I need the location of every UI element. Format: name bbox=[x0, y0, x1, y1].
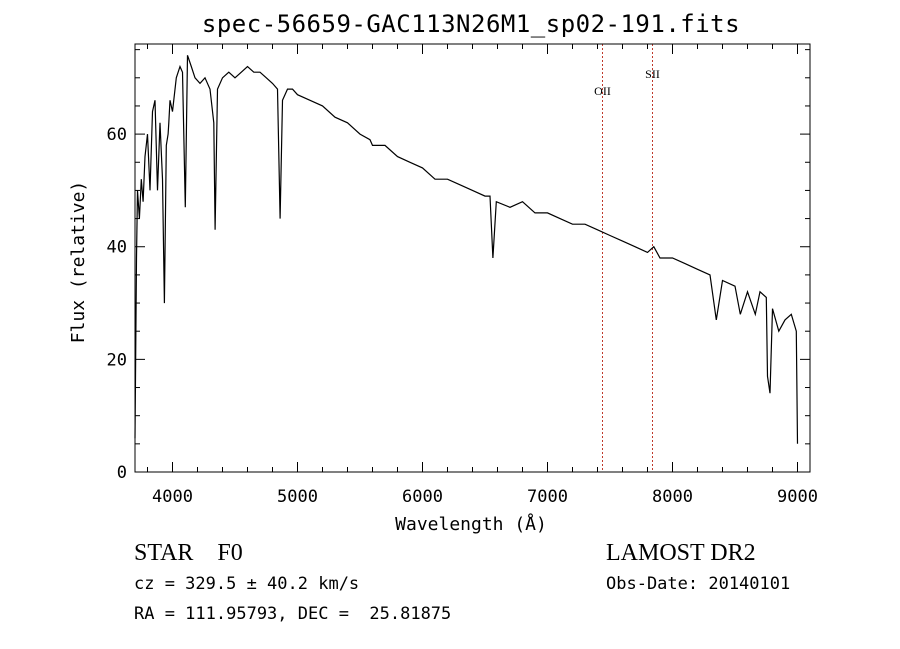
observation-date: Obs-Date: 20140101 bbox=[606, 574, 791, 594]
redshift-cz: cz = 329.5 ± 40.2 km/s bbox=[134, 574, 360, 594]
x-tick-label: 7000 bbox=[527, 487, 568, 507]
survey-name: LAMOST DR2 bbox=[606, 540, 756, 566]
x-tick-label: 9000 bbox=[777, 487, 818, 507]
x-tick-label: 6000 bbox=[402, 487, 443, 507]
x-tick-label: 5000 bbox=[277, 487, 318, 507]
y-tick-label: 0 bbox=[117, 463, 127, 483]
line-label-oii: OII bbox=[594, 84, 611, 98]
y-tick-label: 40 bbox=[107, 238, 127, 258]
emission-line-markers: OII SII bbox=[594, 44, 660, 472]
y-axis-ticks: 0 20 40 60 bbox=[107, 49, 810, 483]
y-axis-label: Flux (relative) bbox=[68, 181, 89, 344]
x-tick-label: 4000 bbox=[152, 487, 193, 507]
y-tick-label: 20 bbox=[107, 350, 127, 370]
line-label-sii: SII bbox=[645, 67, 660, 81]
ra-dec-coordinates: RA = 111.95793, DEC = 25.81875 bbox=[134, 604, 452, 624]
chart-title: spec-56659-GAC113N26M1_sp02-191.fits bbox=[201, 10, 741, 38]
y-tick-label: 60 bbox=[107, 125, 127, 145]
plot-frame bbox=[134, 43, 811, 473]
x-axis-ticks: 4000 5000 6000 7000 8000 9000 bbox=[147, 44, 818, 507]
x-tick-label: 8000 bbox=[652, 487, 693, 507]
spectrum-line bbox=[134, 55, 799, 444]
spectral-class: STAR F0 bbox=[134, 540, 243, 566]
x-axis-label: Wavelength (Å) bbox=[395, 513, 547, 535]
